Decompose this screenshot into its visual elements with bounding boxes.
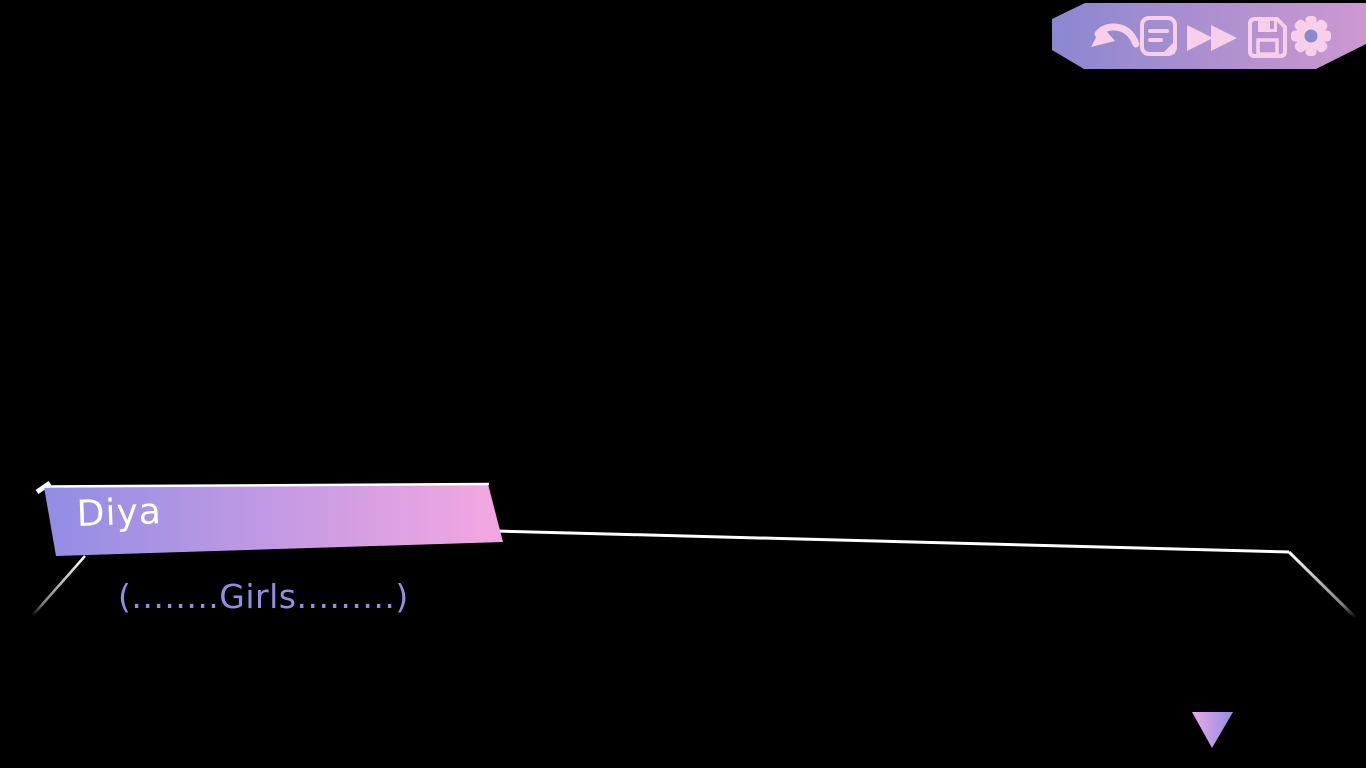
document-note-icon[interactable] [1140,16,1177,56]
speaker-name-box [43,482,503,556]
gear-icon[interactable] [1291,16,1331,56]
dialogue-box[interactable] [0,520,1366,768]
dialogue-box-frame [31,480,1358,620]
floppy-disk-icon[interactable] [1248,17,1287,58]
continue-indicator-triangle [1192,712,1233,748]
dialogue-text: (........Girls.........) [118,577,409,616]
quick-menu [1052,3,1366,69]
speaker-name: Diya [76,491,163,535]
fast-forward-icon[interactable] [1187,25,1237,51]
undo-arrow-icon[interactable] [1091,23,1140,48]
